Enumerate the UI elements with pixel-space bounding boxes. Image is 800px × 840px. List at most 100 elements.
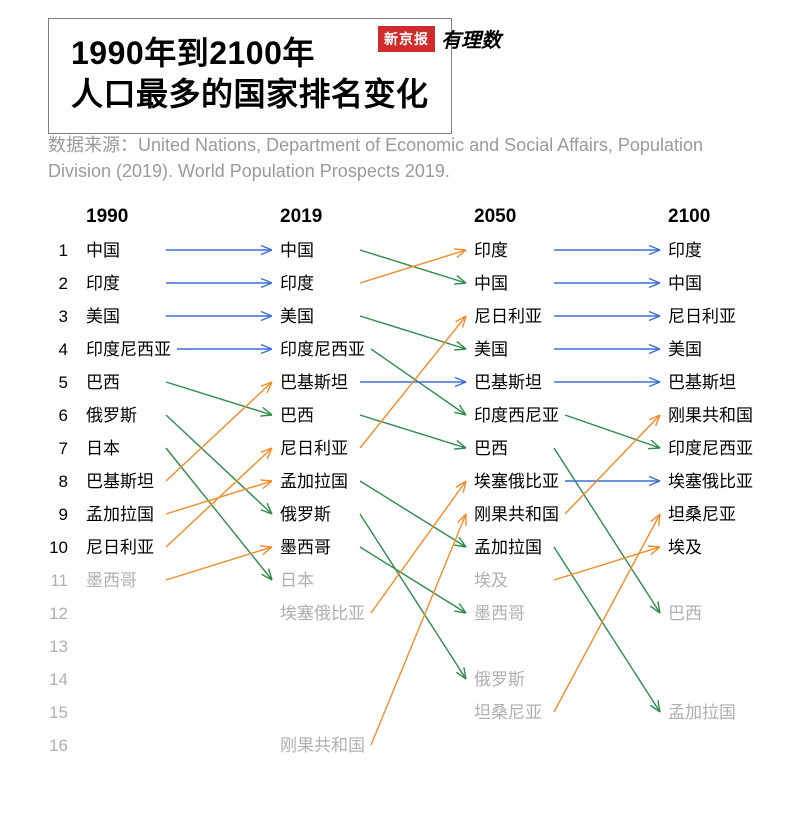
rank-arrow-head [454,249,466,250]
rank-arrow [166,448,272,547]
country-label: 巴基斯坦 [668,373,736,392]
rank-number: 2 [59,274,68,293]
rank-arrow-head [648,546,660,547]
country-label: 刚果共和国 [280,736,365,755]
country-label: 巴西 [474,439,508,458]
logo-youlishu: 有理数 [441,24,501,53]
country-label: 刚果共和国 [474,505,559,524]
rank-arrow [360,547,466,613]
country-label: 埃及 [668,538,702,557]
country-label: 埃塞俄比亚 [668,472,753,491]
country-label: 孟加拉国 [86,505,154,524]
country-label: 印度尼西亚 [86,340,171,359]
country-label: 墨西哥 [280,538,331,557]
title-line-2: 人口最多的国家排名变化 [71,76,429,112]
year-header: 2019 [280,206,322,227]
country-label: 中国 [280,241,314,260]
country-label: 印度 [668,241,702,260]
rank-number: 12 [49,604,68,623]
rank-arrow-head [260,480,272,481]
rank-number: 4 [59,340,68,359]
country-label: 美国 [280,307,314,326]
country-label: 印度 [280,274,314,293]
country-label: 印度 [474,241,508,260]
country-label: 美国 [668,340,702,359]
rank-number: 9 [59,505,68,524]
country-label: 巴基斯坦 [474,373,542,392]
country-label: 俄罗斯 [86,406,137,425]
rank-arrow [565,415,660,514]
rank-arrow-head [260,546,272,547]
country-label: 巴基斯坦 [86,472,154,491]
country-label: 巴西 [86,373,120,392]
rank-arrow-head [648,448,660,449]
country-label: 埃及 [474,571,508,590]
rank-arrow [166,448,272,580]
country-label: 俄罗斯 [280,505,331,524]
rank-number: 8 [59,472,68,491]
logo-xinjingbao: 新京报 [378,26,435,52]
rank-arrow [166,547,272,580]
rank-arrow [166,382,272,415]
rank-arrow [371,514,466,745]
country-label: 坦桑尼亚 [668,505,736,524]
rank-number: 1 [59,241,68,260]
country-label: 刚果共和国 [668,406,753,425]
country-label: 印度尼西亚 [280,340,365,359]
country-label: 孟加拉国 [474,538,542,557]
title: 1990年到2100年 人口最多的国家排名变化 [71,33,429,115]
rank-number: 13 [49,637,68,656]
rank-arrow [554,514,660,712]
country-label: 尼日利亚 [86,538,154,557]
country-label: 尼日利亚 [668,307,736,326]
rank-arrow-head [454,283,466,284]
country-label: 中国 [668,274,702,293]
rank-arrow [554,547,660,580]
country-label: 美国 [86,307,120,326]
rank-number: 6 [59,406,68,425]
year-header: 2050 [474,206,516,227]
country-label: 美国 [474,340,508,359]
country-label: 印度西尼亚 [474,406,559,425]
rank-arrow-head [454,349,466,350]
country-label: 墨西哥 [86,571,137,590]
rank-number: 10 [49,538,68,557]
rank-arrow [554,448,660,613]
country-label: 俄罗斯 [474,670,525,689]
bump-chart: 199020192050210012345678910111213141516中… [0,200,800,840]
rank-arrow-head [260,415,272,416]
rank-number: 14 [49,670,68,689]
data-source: 数据来源：United Nations, Department of Econo… [48,132,748,184]
country-label: 巴西 [280,406,314,425]
country-label: 埃塞俄比亚 [280,604,365,623]
country-label: 埃塞俄比亚 [474,472,559,491]
rank-number: 3 [59,307,68,326]
country-label: 日本 [86,439,120,458]
rank-number: 5 [59,373,68,392]
country-label: 巴西 [668,604,702,623]
country-label: 中国 [474,274,508,293]
country-label: 尼日利亚 [474,307,542,326]
country-label: 孟加拉国 [280,472,348,491]
rank-arrow [360,514,466,679]
rank-arrow [360,481,466,547]
rank-number: 11 [50,571,68,590]
rank-arrow [360,415,466,448]
rank-arrow [554,547,660,712]
country-label: 印度尼西亚 [668,439,753,458]
country-label: 日本 [280,571,314,590]
country-label: 坦桑尼亚 [474,703,542,722]
title-line-1: 1990年到2100年 [71,35,315,71]
country-label: 中国 [86,241,120,260]
rank-number: 7 [59,439,68,458]
rank-arrow-head [454,448,466,449]
rank-arrow [360,316,466,349]
year-header: 2100 [668,206,710,227]
year-header: 1990 [86,206,128,227]
rank-arrow [166,415,272,514]
publisher-logos: 新京报 有理数 [378,24,501,53]
country-label: 孟加拉国 [668,703,736,722]
rank-number: 15 [49,703,68,722]
rank-number: 16 [49,736,68,755]
country-label: 尼日利亚 [280,439,348,458]
